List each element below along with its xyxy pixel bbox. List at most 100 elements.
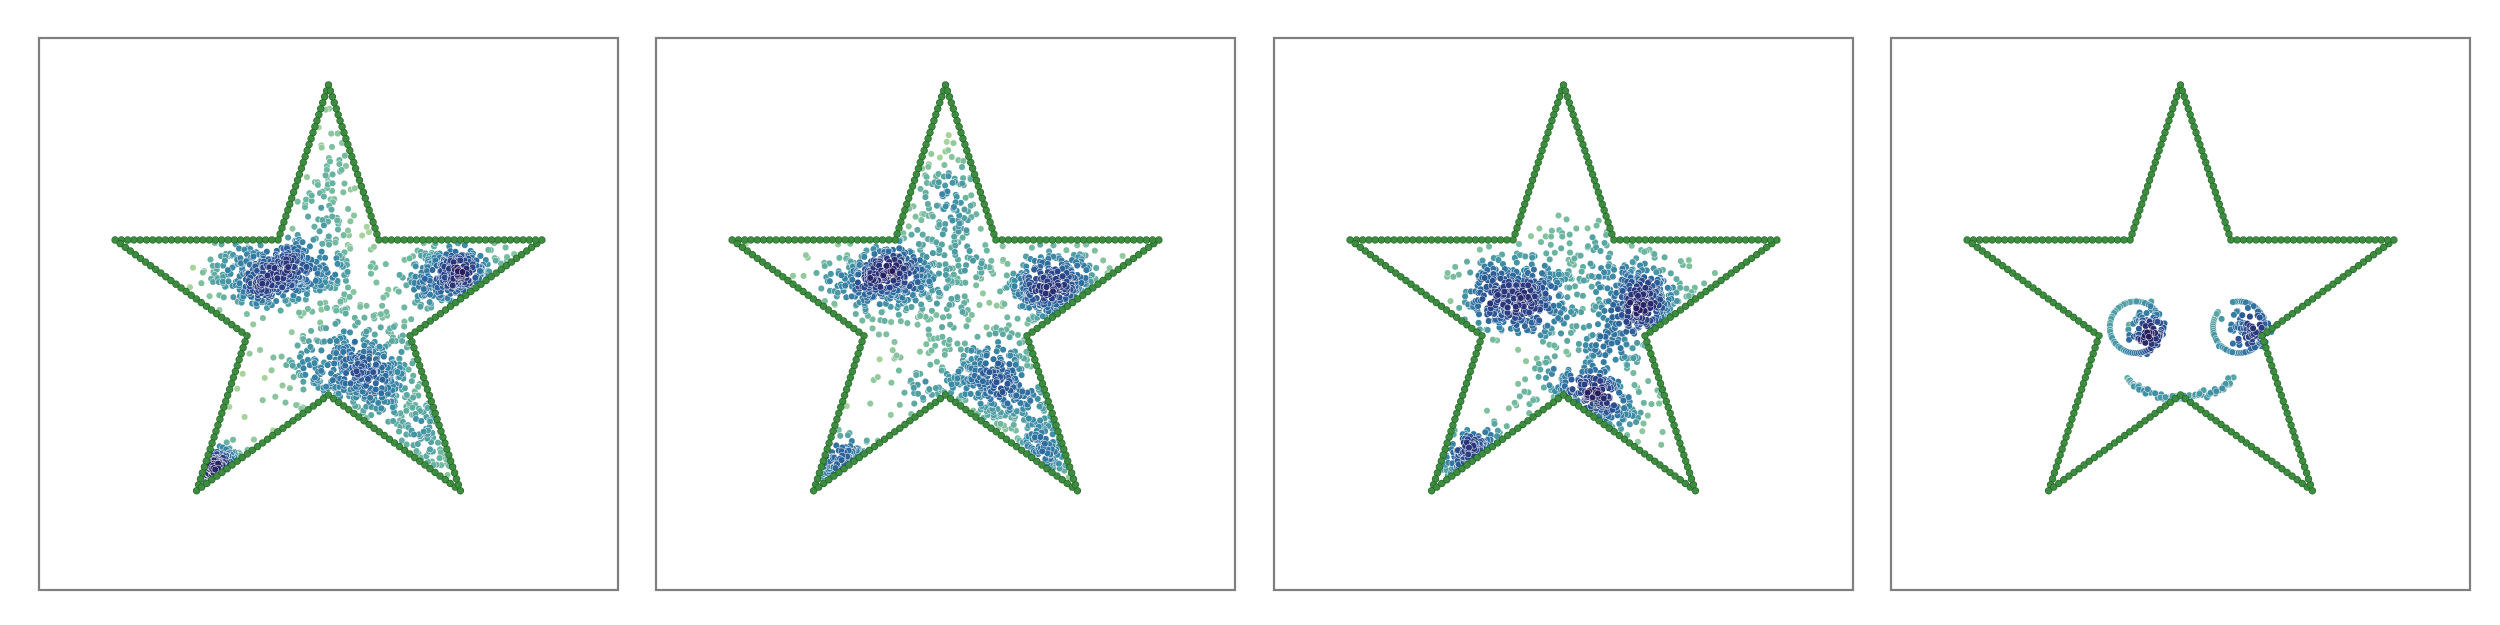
outline-point [381,236,389,244]
data-point [288,328,296,336]
data-point [1629,369,1637,377]
data-point [1555,270,1563,278]
data-point [354,318,362,327]
data-point [1536,366,1544,374]
data-point [949,139,958,147]
data-point [992,378,1000,386]
data-point [948,380,956,388]
data-point [1566,239,1574,247]
data-point [367,263,375,271]
data-point [1624,307,1632,316]
outline-point [243,236,251,244]
data-point [882,330,890,338]
data-point [1521,252,1529,260]
data-point [821,262,829,270]
data-point [887,411,895,419]
outline-point [816,236,824,244]
data-point [409,393,417,402]
data-point [393,368,402,376]
data-point [1568,385,1577,393]
outline-point [803,236,812,244]
data-point [1036,433,1045,441]
data-point [1466,268,1474,277]
outline-point [387,236,396,244]
data-point [1500,288,1508,296]
data-point [1585,322,1593,330]
panel-frame [37,36,620,592]
data-point [1563,293,1571,301]
data-point [304,213,312,221]
data-point [421,275,429,283]
data-point [1025,415,1033,423]
data-point [322,171,330,179]
data-point [1003,260,1012,268]
data-point [1596,283,1604,291]
data-point [1542,358,1550,367]
data-point [958,180,966,188]
data-point [1572,322,1580,330]
data-point [1003,380,1012,388]
data-point [1036,416,1044,425]
outline-point [860,236,868,244]
data-point [1567,375,1576,384]
data-point [860,253,868,261]
data-point [999,346,1007,354]
data-point [221,257,229,265]
outline-point [1509,236,1517,244]
outline-point [1029,236,1038,244]
data-point [1018,371,1026,379]
data-point [1476,246,1484,254]
data-point [948,216,957,225]
data-point [358,231,366,240]
data-point [334,225,342,234]
data-point [985,330,993,338]
outline-point [791,236,799,244]
data-point [398,337,406,345]
outline-point [943,87,952,95]
data-point [289,362,297,370]
data-point [341,362,349,370]
data-point [1633,339,1641,347]
data-point [471,274,479,282]
outline-point [753,236,761,244]
data-point [278,353,286,361]
outline-point [326,87,335,95]
data-point [844,431,852,439]
data-point [933,202,941,210]
data-point [977,225,985,233]
data-point [945,131,953,139]
data-point [1635,388,1643,396]
outline-point [431,236,439,244]
outline-point [1036,236,1044,244]
data-point [1548,227,1556,235]
data-point [1494,291,1502,299]
data-point [338,166,346,174]
data-point [308,191,316,200]
outline-point [797,236,805,244]
data-point [945,301,954,309]
data-point [436,454,444,462]
data-point [334,260,342,268]
data-point [199,268,207,277]
panel-3 [1272,36,1855,592]
data-point [1647,300,1655,308]
data-point [955,367,963,376]
data-point [382,260,390,268]
outline-point [822,236,830,244]
data-point [1014,331,1022,339]
data-point [317,367,325,375]
data-point [243,310,251,318]
data-point [1594,320,1602,328]
outline-point [1104,236,1113,244]
outline-point [437,236,446,244]
data-point [837,271,845,279]
data-point [303,290,311,298]
data-point [926,361,934,369]
data-point [1604,262,1612,270]
data-point [363,223,371,231]
data-point [340,231,348,239]
outline-point [205,236,213,244]
data-point [987,257,995,265]
data-point [1049,287,1057,295]
data-point [876,355,884,363]
